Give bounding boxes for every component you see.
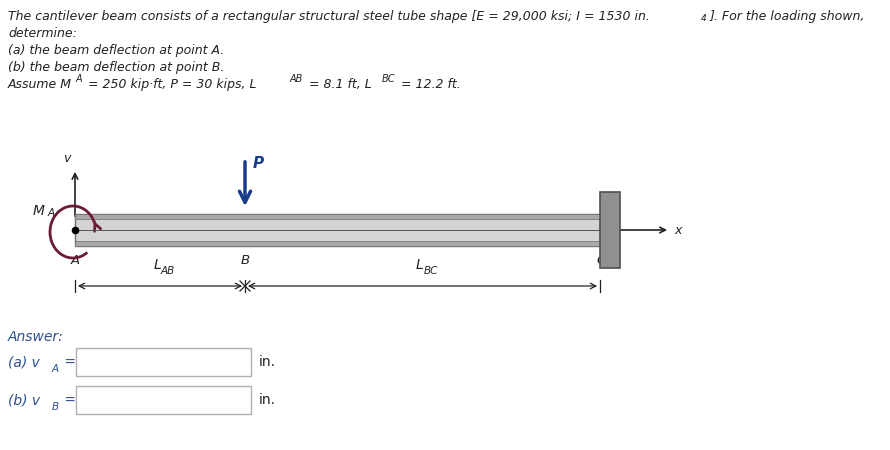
- Text: L: L: [416, 258, 424, 272]
- Text: AB: AB: [161, 266, 175, 276]
- Text: The cantilever beam consists of a rectangular structural steel tube shape [E = 2: The cantilever beam consists of a rectan…: [8, 10, 650, 23]
- Text: =: =: [60, 355, 76, 369]
- Text: P: P: [253, 156, 264, 171]
- Text: (b) v: (b) v: [8, 393, 40, 407]
- Polygon shape: [75, 241, 600, 246]
- Text: BC: BC: [424, 266, 438, 276]
- Polygon shape: [600, 192, 620, 268]
- Polygon shape: [75, 214, 600, 246]
- Text: determine:: determine:: [8, 27, 77, 40]
- Text: B: B: [52, 402, 59, 412]
- Polygon shape: [76, 386, 251, 414]
- Text: = 8.1 ft, L: = 8.1 ft, L: [305, 78, 372, 91]
- Text: B: B: [241, 254, 250, 267]
- Text: in.: in.: [259, 355, 276, 369]
- Text: A: A: [52, 364, 59, 374]
- Text: Answer:: Answer:: [8, 330, 64, 344]
- Text: Assume M: Assume M: [8, 78, 72, 91]
- Text: (a) the beam deflection at point A.: (a) the beam deflection at point A.: [8, 44, 224, 57]
- Text: = 250 kip·ft, P = 30 kips, L: = 250 kip·ft, P = 30 kips, L: [84, 78, 256, 91]
- Text: L: L: [153, 258, 161, 272]
- Text: in.: in.: [259, 393, 276, 407]
- Text: x: x: [674, 224, 682, 237]
- Text: (a) v: (a) v: [8, 355, 40, 369]
- Text: v: v: [63, 152, 70, 165]
- Text: AB: AB: [290, 74, 303, 84]
- Text: BC: BC: [382, 74, 395, 84]
- Text: M: M: [33, 204, 45, 218]
- Text: =: =: [60, 393, 76, 407]
- Text: = 12.2 ft.: = 12.2 ft.: [397, 78, 461, 91]
- Polygon shape: [76, 348, 251, 376]
- Text: A: A: [48, 208, 55, 218]
- Polygon shape: [75, 214, 600, 219]
- Text: A: A: [71, 254, 80, 267]
- Text: C: C: [596, 254, 605, 267]
- Text: 4: 4: [701, 14, 707, 23]
- Text: A: A: [76, 74, 83, 84]
- Text: (b) the beam deflection at point B.: (b) the beam deflection at point B.: [8, 61, 224, 74]
- Text: ]. For the loading shown,: ]. For the loading shown,: [709, 10, 864, 23]
